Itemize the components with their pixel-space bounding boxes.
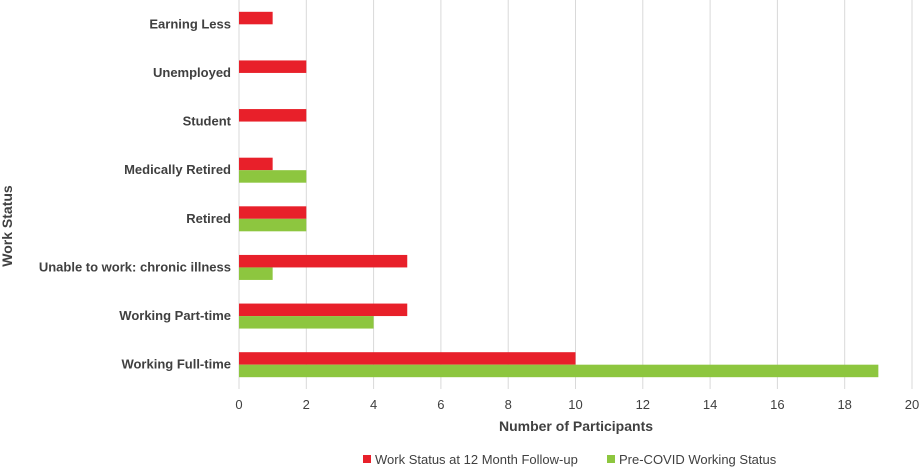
- x-tick-label-8: 16: [770, 397, 784, 412]
- category-label-7: Working Full-time: [121, 357, 231, 372]
- category-label-0: Earning Less: [149, 16, 231, 31]
- x-tick-label-2: 4: [370, 397, 377, 412]
- category-label-1: Unemployed: [153, 65, 231, 80]
- legend-label-1: Pre-COVID Working Status: [619, 452, 777, 467]
- category-label-6: Working Part-time: [119, 308, 231, 323]
- x-tick-label-0: 0: [235, 397, 242, 412]
- bar-followup-5: [239, 254, 408, 268]
- bar-followup-0: [239, 11, 273, 25]
- x-tick-label-3: 6: [437, 397, 444, 412]
- bar-followup-2: [239, 109, 307, 122]
- x-tick-labels: 0 2 4 6 8 10 12 14 16 18 20: [235, 397, 919, 412]
- category-label-4: Retired: [186, 211, 231, 226]
- x-tick-label-9: 18: [837, 397, 851, 412]
- bar-precovid-6: [239, 316, 374, 329]
- bar-precovid-3: [239, 170, 307, 183]
- gridlines: [238, 0, 913, 389]
- x-tick-label-10: 20: [905, 397, 919, 412]
- category-labels: Earning Less Unemployed Student Medically R…: [39, 16, 232, 371]
- x-tick-label-6: 12: [636, 397, 650, 412]
- bars: [239, 11, 879, 378]
- x-axis-title: Number of Participants: [499, 418, 653, 434]
- bar-precovid-5: [239, 267, 273, 280]
- bar-precovid-4: [239, 218, 307, 232]
- bar-precovid-7: [239, 364, 879, 378]
- category-label-5: Unable to work: chronic illness: [39, 259, 231, 274]
- bar-followup-3: [239, 157, 273, 171]
- y-axis-title: Work Status: [0, 185, 15, 267]
- category-label-2: Student: [183, 114, 232, 129]
- bar-followup-1: [239, 60, 307, 73]
- bar-followup-6: [239, 303, 408, 317]
- category-label-3: Medically Retired: [124, 162, 231, 177]
- bar-followup-7: [239, 352, 576, 365]
- x-tick-label-5: 10: [568, 397, 582, 412]
- x-tick-label-4: 8: [505, 397, 512, 412]
- x-tick-label-1: 2: [303, 397, 310, 412]
- x-tick-label-7: 14: [703, 397, 717, 412]
- legend: Work Status at 12 Month Follow-up Pre-COV…: [363, 452, 777, 467]
- legend-swatch-1: [607, 455, 615, 463]
- legend-label-0: Work Status at 12 Month Follow-up: [375, 452, 578, 467]
- legend-swatch-0: [363, 455, 371, 463]
- bar-followup-4: [239, 206, 307, 219]
